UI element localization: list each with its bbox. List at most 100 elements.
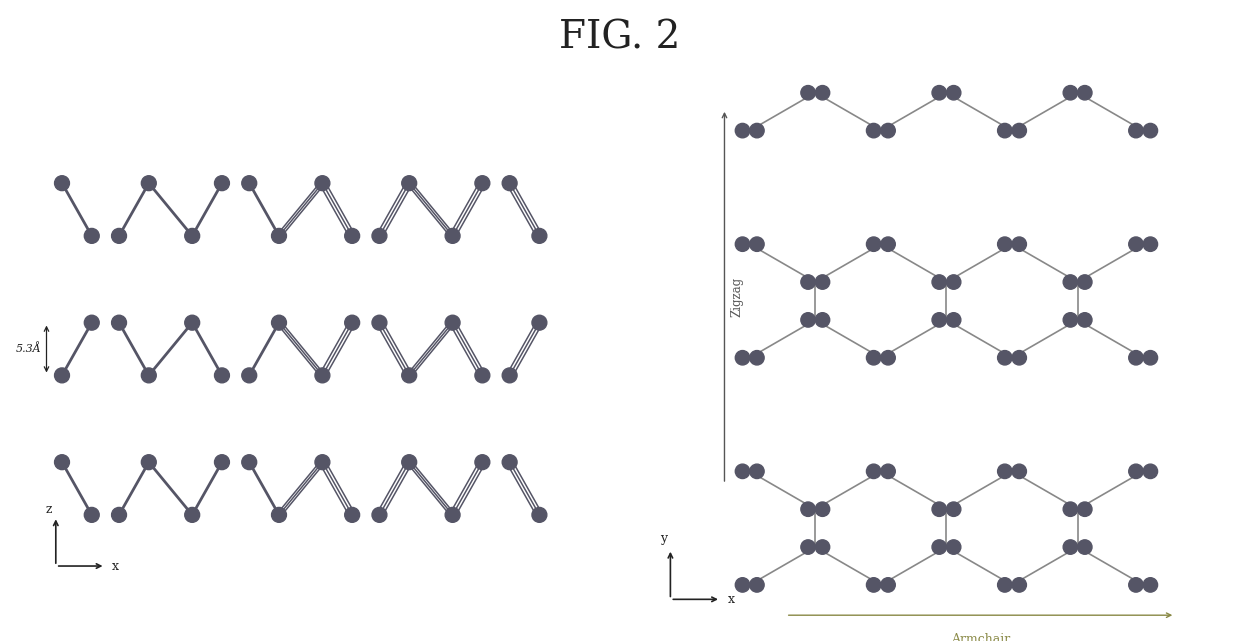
Circle shape [315, 368, 330, 383]
Circle shape [880, 464, 895, 479]
Circle shape [55, 368, 69, 383]
Circle shape [1128, 351, 1143, 365]
Circle shape [815, 313, 830, 327]
Circle shape [932, 85, 946, 100]
Circle shape [315, 176, 330, 190]
Circle shape [1063, 275, 1078, 289]
Circle shape [1012, 123, 1027, 138]
Circle shape [1063, 502, 1078, 517]
Circle shape [532, 315, 547, 330]
Circle shape [932, 502, 946, 517]
Circle shape [112, 508, 126, 522]
Circle shape [1078, 313, 1092, 327]
Circle shape [141, 368, 156, 383]
Circle shape [750, 351, 764, 365]
Circle shape [372, 508, 387, 522]
Circle shape [55, 176, 69, 190]
Circle shape [1078, 275, 1092, 289]
Circle shape [867, 578, 880, 592]
Text: z: z [45, 503, 52, 517]
Circle shape [735, 351, 750, 365]
Circle shape [372, 228, 387, 244]
Circle shape [867, 351, 880, 365]
Circle shape [185, 508, 200, 522]
Text: x: x [728, 593, 735, 606]
Circle shape [880, 123, 895, 138]
Circle shape [1063, 85, 1078, 100]
Circle shape [532, 228, 547, 244]
Circle shape [215, 176, 229, 190]
Circle shape [445, 315, 460, 330]
Circle shape [1143, 464, 1158, 479]
Circle shape [946, 540, 961, 554]
Circle shape [946, 275, 961, 289]
Circle shape [84, 508, 99, 522]
Circle shape [502, 454, 517, 470]
Circle shape [475, 368, 490, 383]
Circle shape [801, 502, 815, 517]
Circle shape [502, 176, 517, 190]
Circle shape [750, 578, 764, 592]
Circle shape [84, 315, 99, 330]
Circle shape [475, 454, 490, 470]
Circle shape [1078, 85, 1092, 100]
Circle shape [532, 508, 547, 522]
Circle shape [185, 315, 200, 330]
Circle shape [998, 123, 1012, 138]
Circle shape [141, 176, 156, 190]
Circle shape [1078, 502, 1092, 517]
Circle shape [502, 368, 517, 383]
Text: Zigzag: Zigzag [730, 276, 743, 317]
Circle shape [242, 454, 257, 470]
Circle shape [1063, 313, 1078, 327]
Circle shape [272, 315, 286, 330]
Circle shape [1128, 578, 1143, 592]
Text: x: x [112, 560, 119, 572]
Circle shape [215, 454, 229, 470]
Circle shape [867, 237, 880, 251]
Circle shape [735, 464, 750, 479]
Circle shape [445, 228, 460, 244]
Circle shape [750, 237, 764, 251]
Circle shape [272, 228, 286, 244]
Text: Armchair: Armchair [951, 633, 1011, 641]
Circle shape [372, 315, 387, 330]
Circle shape [141, 454, 156, 470]
Circle shape [801, 313, 815, 327]
Circle shape [402, 368, 417, 383]
Circle shape [1012, 237, 1027, 251]
Circle shape [1012, 351, 1027, 365]
Circle shape [750, 464, 764, 479]
Circle shape [345, 315, 360, 330]
Circle shape [84, 228, 99, 244]
Circle shape [932, 540, 946, 554]
Circle shape [445, 508, 460, 522]
Circle shape [112, 315, 126, 330]
Circle shape [932, 313, 946, 327]
Circle shape [242, 368, 257, 383]
Circle shape [1012, 464, 1027, 479]
Circle shape [272, 508, 286, 522]
Circle shape [946, 85, 961, 100]
Circle shape [345, 508, 360, 522]
Circle shape [998, 237, 1012, 251]
Circle shape [801, 275, 815, 289]
Text: y: y [660, 532, 667, 545]
Circle shape [1128, 237, 1143, 251]
Circle shape [1078, 540, 1092, 554]
Circle shape [932, 275, 946, 289]
Circle shape [998, 351, 1012, 365]
Circle shape [880, 578, 895, 592]
Circle shape [475, 176, 490, 190]
Circle shape [1143, 237, 1158, 251]
Circle shape [215, 368, 229, 383]
Circle shape [315, 454, 330, 470]
Circle shape [867, 123, 880, 138]
Circle shape [112, 228, 126, 244]
Circle shape [815, 540, 830, 554]
Circle shape [1012, 578, 1027, 592]
Circle shape [801, 85, 815, 100]
Circle shape [815, 85, 830, 100]
Circle shape [345, 228, 360, 244]
Circle shape [1143, 578, 1158, 592]
